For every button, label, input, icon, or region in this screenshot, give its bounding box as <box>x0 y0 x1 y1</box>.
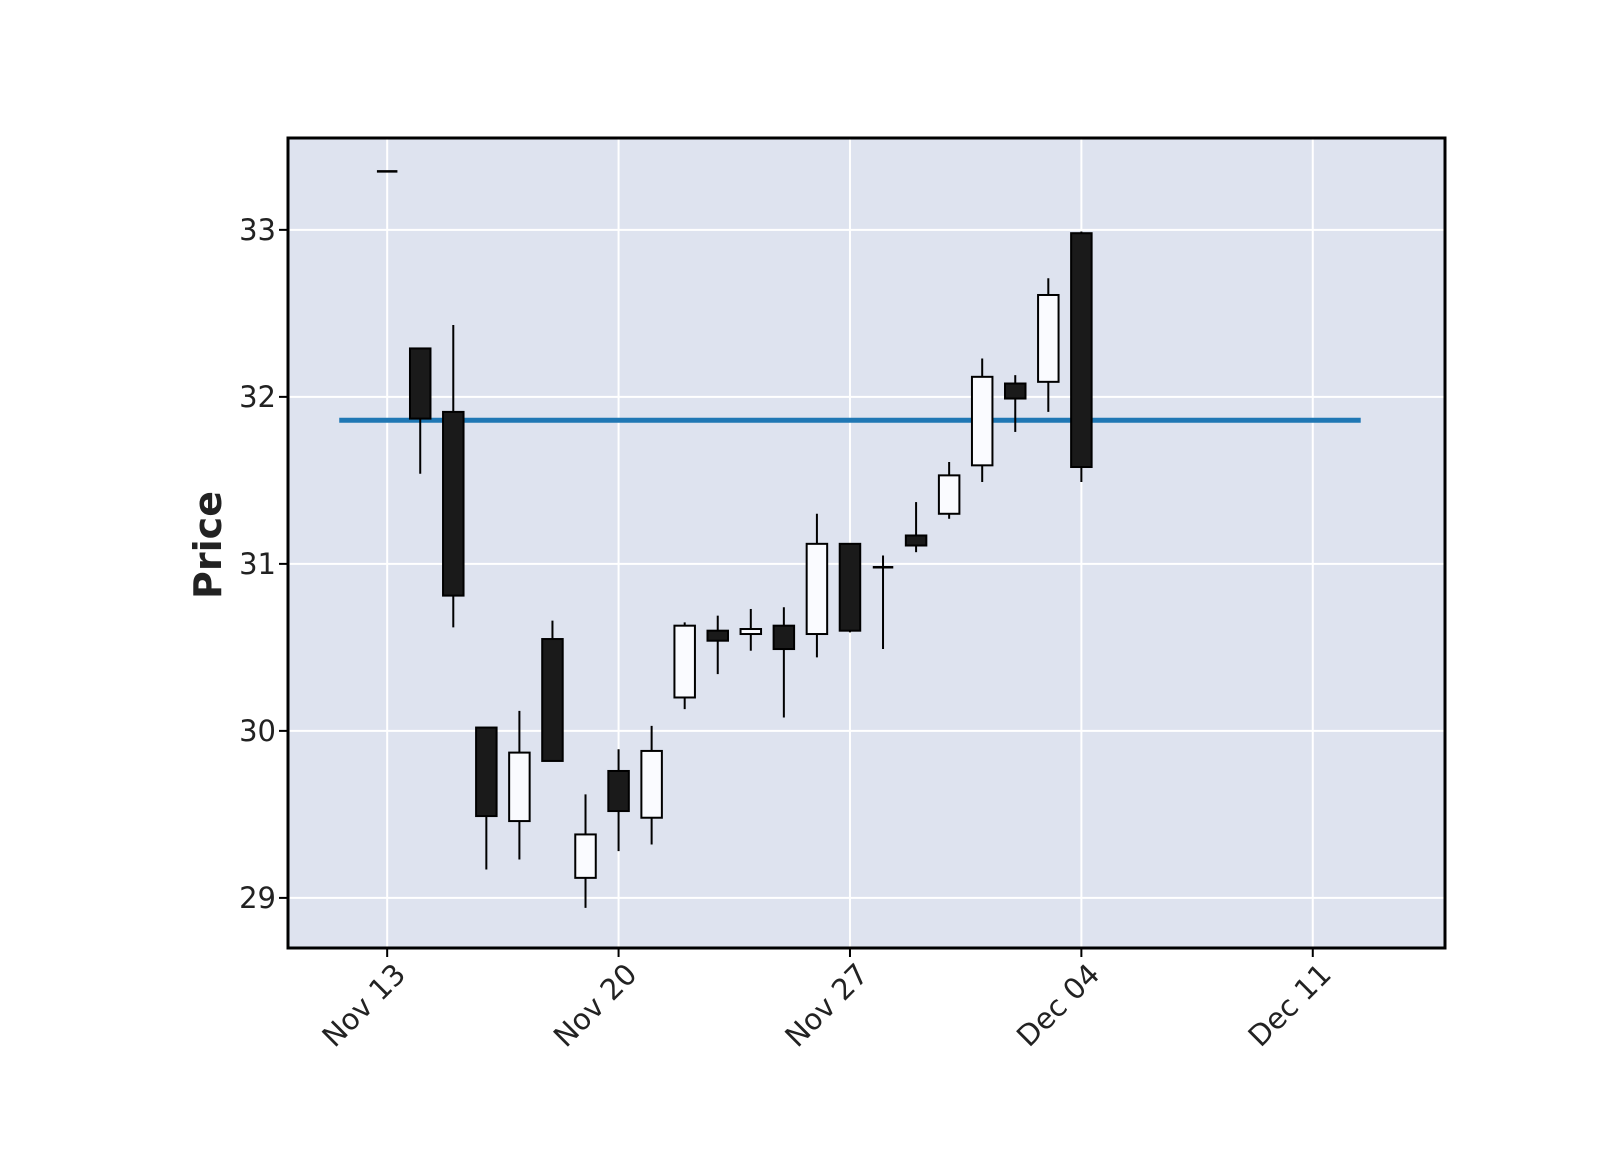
y-tick-label: 33 <box>239 213 276 247</box>
candle-body <box>541 638 564 762</box>
candle-body <box>805 542 829 636</box>
candle-body <box>838 542 862 632</box>
x-tick-label: Nov 13 <box>315 957 412 1054</box>
candle-body <box>1037 293 1060 383</box>
y-tick-label: 31 <box>239 547 276 581</box>
plot-frame <box>286 136 1447 950</box>
candle-body <box>970 375 994 467</box>
candle-body <box>1004 382 1027 400</box>
candle-body <box>508 751 531 823</box>
candle-body <box>706 629 729 642</box>
y-tick-label: 29 <box>239 881 276 915</box>
y-axis-ticks: 29 30 31 32 33 <box>239 213 288 915</box>
candle-body <box>772 624 796 651</box>
candle-body <box>904 534 928 547</box>
y-axis-label: Price <box>186 491 230 599</box>
candle-body <box>574 833 597 879</box>
candle-body <box>937 474 961 515</box>
y-tick-label: 30 <box>239 714 276 748</box>
candle-body <box>475 726 498 818</box>
candle-body <box>673 624 696 699</box>
x-axis-ticks: Nov 13 Nov 20 Nov 27 Dec 04 Dec 11 <box>315 948 1338 1054</box>
y-tick-label: 32 <box>239 380 276 414</box>
candles <box>376 170 1093 908</box>
candle-body <box>640 749 663 819</box>
candle-body <box>442 410 465 597</box>
candle-body <box>739 628 763 636</box>
candle-body <box>607 769 630 813</box>
x-tick-label: Nov 20 <box>547 957 644 1054</box>
candle-body <box>408 347 432 420</box>
x-tick-label: Dec 11 <box>1241 957 1337 1053</box>
candle-body <box>1070 232 1093 469</box>
x-tick-label: Dec 04 <box>1010 957 1106 1053</box>
x-tick-label: Nov 27 <box>778 957 875 1054</box>
